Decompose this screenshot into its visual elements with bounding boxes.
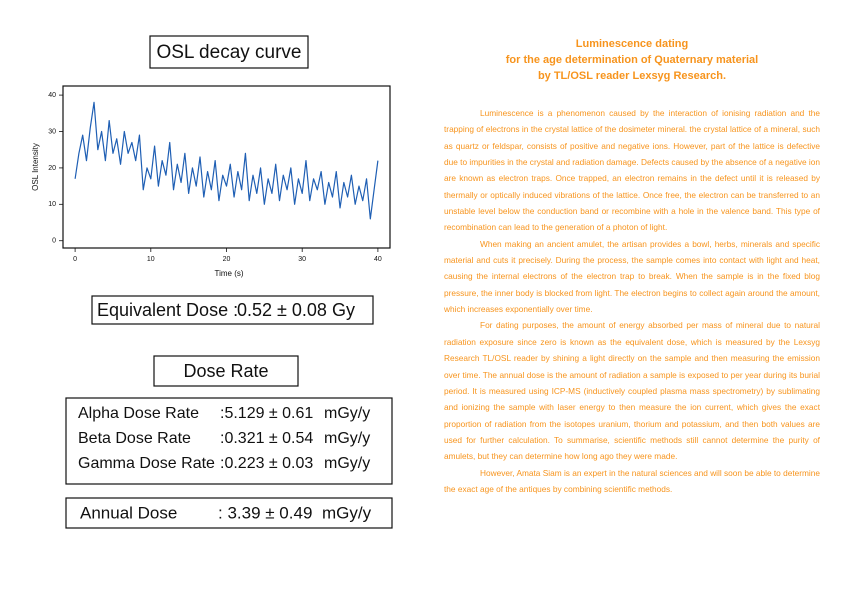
dose-rate-box <box>65 397 393 485</box>
annual-dose-unit: mGy/y <box>322 503 372 522</box>
annual-dose-value: : 3.39 ± 0.49 <box>218 503 312 522</box>
plot-frame <box>62 85 391 249</box>
equivalent-dose-label: Equivalent Dose : <box>97 300 238 320</box>
dose-rate-label: Beta Dose Rate <box>78 430 191 447</box>
chart-title: OSL decay curve <box>156 42 301 63</box>
dose-rate-rows: Alpha Dose Rate :5.129 ± 0.61 mGy/y Beta Do… <box>78 405 370 472</box>
y-tick-label: 20 <box>48 165 56 172</box>
article-title-line: by TL/OSL reader Lexsyg Research. <box>537 70 727 82</box>
article: Luminescence dating for the age determina… <box>444 36 820 497</box>
article-title-line: for the age determination of Quaternary … <box>505 54 759 66</box>
article-paragraph: For dating purposes, the amount of energ… <box>444 320 820 462</box>
data-line <box>74 101 379 220</box>
article-paragraph: When making an ancient amulet, the artis… <box>444 238 820 315</box>
dose-rate-unit: mGy/y <box>324 430 370 447</box>
y-tick-label: 30 <box>48 128 56 135</box>
x-tick-label: 10 <box>147 256 155 263</box>
y-tick-label: 0 <box>52 238 56 245</box>
title-box <box>149 35 309 69</box>
dose-rate-title: Dose Rate <box>183 361 268 381</box>
x-axis-label: Time (s) <box>214 269 243 278</box>
equivalent-dose-value: 0.52 ± 0.08 Gy <box>237 300 355 320</box>
article-title: Luminescence dating for the age determina… <box>444 36 820 84</box>
dose-rate-label: Gamma Dose Rate <box>78 455 215 472</box>
y-tick-label: 10 <box>48 201 56 208</box>
article-title-line: Luminescence dating <box>575 38 689 50</box>
annual-dose-box <box>65 497 393 529</box>
dose-rate-label: Alpha Dose Rate <box>78 405 199 422</box>
y-axis-label: OSL Intensity <box>31 143 40 191</box>
x-tick-label: 0 <box>73 256 77 263</box>
article-paragraph: Luminescence is a phenomenon caused by t… <box>444 108 820 233</box>
y-tick-label: 40 <box>48 92 56 99</box>
dose-rate-unit: mGy/y <box>324 405 370 422</box>
dose-rate-value: :5.129 ± 0.61 <box>220 405 313 422</box>
article-body: Luminescence is a phenomenon caused by t… <box>444 105 820 497</box>
x-tick-label: 40 <box>374 256 382 263</box>
dose-rate-value: :0.223 ± 0.03 <box>220 455 313 472</box>
annual-dose-label: Annual Dose <box>80 503 177 522</box>
dose-rate-title-box <box>153 355 299 387</box>
dose-rate-value: :0.321 ± 0.54 <box>220 430 313 447</box>
x-tick-label: 30 <box>298 256 306 263</box>
equivalent-dose-box <box>91 295 374 325</box>
x-tick-label: 20 <box>223 256 231 263</box>
left-panel: OSL decay curve Time (s) OSL Intensity E… <box>31 35 393 529</box>
dose-rate-unit: mGy/y <box>324 455 370 472</box>
article-paragraph: However, Amata Siam is an expert in the … <box>444 467 820 494</box>
